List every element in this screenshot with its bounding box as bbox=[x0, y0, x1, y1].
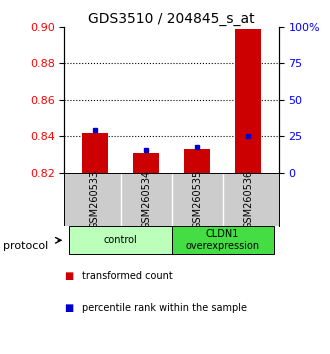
Text: percentile rank within the sample: percentile rank within the sample bbox=[82, 303, 248, 313]
Text: ■: ■ bbox=[64, 303, 74, 313]
Bar bbox=[172, 226, 274, 254]
Bar bbox=[82, 133, 108, 173]
Text: protocol: protocol bbox=[3, 241, 49, 251]
Text: control: control bbox=[104, 235, 137, 245]
Bar bbox=[184, 149, 210, 173]
Text: ■: ■ bbox=[64, 271, 74, 281]
Bar bbox=[235, 29, 261, 173]
Text: transformed count: transformed count bbox=[82, 271, 173, 281]
Text: GSM260535: GSM260535 bbox=[192, 170, 202, 229]
Bar bbox=[133, 153, 159, 173]
Bar bbox=[69, 226, 172, 254]
Text: GSM260533: GSM260533 bbox=[90, 170, 100, 229]
Text: GSM260536: GSM260536 bbox=[243, 170, 253, 229]
Title: GDS3510 / 204845_s_at: GDS3510 / 204845_s_at bbox=[88, 12, 255, 25]
Text: GSM260534: GSM260534 bbox=[141, 170, 151, 229]
Text: CLDN1
overexpression: CLDN1 overexpression bbox=[185, 229, 260, 251]
